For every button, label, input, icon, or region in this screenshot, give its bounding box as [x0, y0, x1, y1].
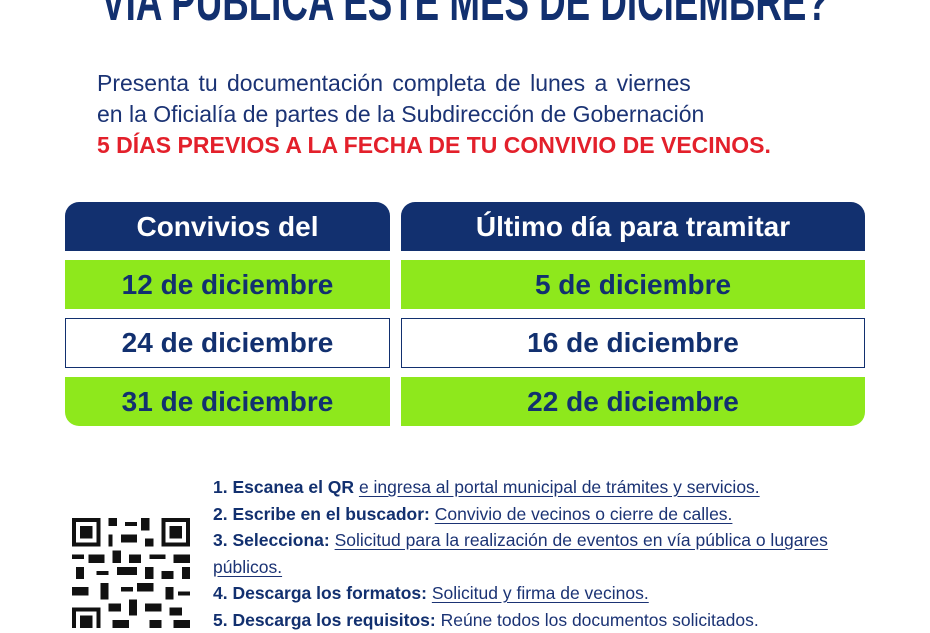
step-label: 4. Descarga los formatos: — [213, 583, 427, 603]
table-header-convivios: Convivios del — [65, 202, 390, 251]
table-cell: 24 de diciembre — [65, 318, 390, 368]
table-cell: 12 de diciembre — [65, 260, 390, 309]
qr-code-icon[interactable] — [72, 518, 190, 628]
step-label: 2. Escribe en el buscador: — [213, 504, 430, 524]
table-header-ultimo-dia: Último día para tramitar — [401, 202, 865, 251]
step-link[interactable]: Solicitud y firma de vecinos. — [432, 583, 649, 603]
step-link[interactable]: e ingresa al portal municipal de trámite… — [359, 477, 760, 497]
intro-line-1: Presenta tu documentación completa de lu… — [97, 68, 837, 99]
step-item: 2. Escribe en el buscador: Convivio de v… — [213, 501, 883, 528]
table-cell: 31 de diciembre — [65, 377, 390, 426]
page-title: VÍA PÚBLICA ESTE MES DE DICIEMBRE? — [101, 0, 829, 34]
step-item: 4. Descarga los formatos: Solicitud y fi… — [213, 580, 883, 607]
table-cell: 5 de diciembre — [401, 260, 865, 309]
intro-highlight: 5 DÍAS PREVIOS A LA FECHA DE TU CONVIVIO… — [97, 130, 837, 161]
intro-line-2: en la Oficialía de partes de la Subdirec… — [97, 99, 837, 130]
table-cell: 16 de diciembre — [401, 318, 865, 368]
step-label: 3. Selecciona: — [213, 530, 330, 550]
step-label: 1. Escanea el QR — [213, 477, 354, 497]
step-link[interactable]: Convivio de vecinos o cierre de calles. — [435, 504, 733, 524]
step-item: 1. Escanea el QR e ingresa al portal mun… — [213, 474, 883, 501]
step-item: 3. Selecciona: Solicitud para la realiza… — [213, 527, 868, 580]
intro-text: Presenta tu documentación completa de lu… — [97, 68, 837, 161]
table-cell: 22 de diciembre — [401, 377, 865, 426]
steps-list: 1. Escanea el QR e ingresa al portal mun… — [213, 474, 883, 633]
